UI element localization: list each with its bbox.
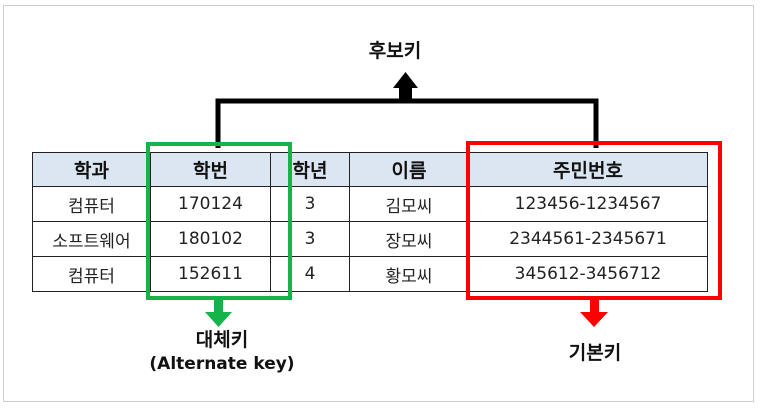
table-row: 컴퓨터 170124 3 김모씨 123456-1234567 xyxy=(32,186,708,222)
cell-student-id: 170124 xyxy=(150,186,271,222)
table-row: 소프트웨어 180102 3 장모씨 2344561-2345671 xyxy=(32,221,708,257)
alternate-key-title: 대체키 xyxy=(195,329,249,351)
alternate-key-label: 대체키 (Alternate key) xyxy=(132,328,312,376)
alternate-arrow-head xyxy=(205,312,232,327)
alternate-key-highlight xyxy=(146,142,292,300)
candidate-key-label: 후보키 xyxy=(368,40,422,62)
cell-department: 컴퓨터 xyxy=(32,256,151,292)
table-header-row: 학과 학번 학년 이름 주민번호 xyxy=(32,152,708,187)
primary-key-label: 기본키 xyxy=(568,342,622,364)
cell-resident-number: 345612-3456712 xyxy=(468,256,708,292)
cell-name: 장모씨 xyxy=(349,221,469,257)
cell-year: 4 xyxy=(270,256,350,292)
alternate-key-subtitle: (Alternate key) xyxy=(149,354,295,374)
cell-student-id: 180102 xyxy=(150,221,271,257)
primary-arrow-head xyxy=(580,312,608,327)
header-department: 학과 xyxy=(32,152,151,187)
cell-department: 컴퓨터 xyxy=(32,186,151,222)
cell-year: 3 xyxy=(270,221,350,257)
cell-department: 소프트웨어 xyxy=(32,221,151,257)
table-row: 컴퓨터 152611 4 황모씨 345612-3456712 xyxy=(32,256,708,292)
header-year: 학년 xyxy=(270,152,350,187)
bracket-arrow-shaft xyxy=(399,86,412,101)
header-name: 이름 xyxy=(349,152,469,187)
cell-resident-number: 123456-1234567 xyxy=(468,186,708,222)
header-student-id: 학번 xyxy=(150,152,271,187)
primary-key-highlight xyxy=(466,141,722,300)
cell-name: 김모씨 xyxy=(349,186,469,222)
student-table: 학과 학번 학년 이름 주민번호 컴퓨터 170124 3 김모씨 123456… xyxy=(32,152,708,292)
alternate-arrow-shaft xyxy=(214,300,223,314)
cell-resident-number: 2344561-2345671 xyxy=(468,221,708,257)
bracket-arrow-head xyxy=(393,72,418,88)
cell-name: 황모씨 xyxy=(349,256,469,292)
primary-arrow-shaft xyxy=(590,300,599,313)
